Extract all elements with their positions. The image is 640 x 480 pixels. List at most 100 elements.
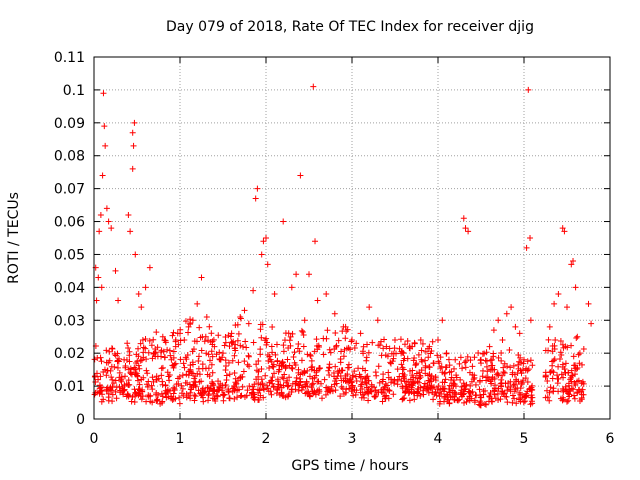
data-point — [240, 343, 247, 350]
data-point — [369, 339, 376, 346]
data-point — [167, 387, 174, 394]
data-point — [409, 372, 416, 379]
data-point — [178, 382, 185, 389]
data-point — [507, 383, 514, 390]
data-point — [128, 371, 135, 378]
y-tick-label: 0.05 — [54, 247, 85, 263]
data-point — [153, 397, 160, 404]
data-point — [159, 393, 166, 400]
data-point — [121, 356, 128, 363]
data-point — [420, 387, 427, 394]
data-point — [494, 370, 501, 377]
data-point — [572, 362, 579, 369]
data-point — [177, 356, 184, 363]
data-point — [556, 356, 563, 363]
data-point — [398, 361, 405, 368]
data-point — [379, 398, 386, 405]
data-point — [529, 362, 536, 369]
data-point — [138, 304, 145, 311]
data-point — [413, 370, 420, 377]
data-point — [461, 359, 468, 366]
data-point — [472, 381, 479, 388]
data-point — [382, 386, 389, 393]
data-point — [103, 347, 110, 354]
data-point — [575, 351, 582, 358]
data-point — [280, 218, 287, 225]
data-point — [562, 383, 569, 390]
data-point — [518, 381, 525, 388]
data-point — [269, 380, 276, 387]
data-point — [291, 349, 298, 356]
data-point — [109, 376, 116, 383]
y-tick-label: 0.02 — [54, 346, 85, 362]
data-point — [435, 337, 441, 344]
data-point — [414, 378, 421, 385]
data-point — [279, 358, 286, 365]
data-point — [100, 90, 107, 97]
data-point — [476, 386, 483, 393]
data-point — [126, 348, 133, 355]
data-point — [338, 348, 345, 355]
data-point — [429, 338, 436, 345]
data-point — [195, 353, 202, 360]
data-point — [159, 398, 166, 405]
data-point — [527, 317, 534, 324]
data-point — [435, 383, 442, 390]
data-point — [309, 363, 316, 370]
data-point — [383, 343, 390, 350]
data-point — [162, 390, 169, 397]
data-point — [491, 388, 498, 395]
data-point — [264, 261, 271, 268]
data-point — [506, 347, 513, 354]
data-point — [406, 397, 413, 404]
data-point — [576, 350, 583, 357]
data-point — [561, 228, 568, 235]
data-point — [513, 400, 520, 407]
data-point — [467, 382, 474, 389]
data-point — [525, 86, 532, 93]
data-point — [194, 300, 201, 307]
data-point — [184, 379, 191, 386]
data-point — [363, 384, 370, 391]
data-point — [327, 349, 334, 356]
data-point — [287, 333, 294, 340]
data-point — [408, 386, 415, 393]
data-point — [321, 376, 328, 383]
data-point — [281, 337, 288, 344]
data-point — [552, 336, 559, 343]
data-point — [481, 401, 488, 408]
data-point — [572, 284, 579, 291]
data-point — [312, 391, 319, 398]
data-point — [211, 395, 218, 402]
data-point — [410, 388, 417, 395]
data-point — [369, 383, 376, 390]
data-point — [546, 397, 553, 404]
data-point — [172, 343, 179, 350]
data-point — [167, 393, 174, 400]
x-tick-label: 5 — [520, 431, 529, 447]
data-point — [385, 369, 392, 376]
data-point — [146, 264, 153, 271]
data-point — [416, 375, 423, 382]
data-point — [457, 376, 464, 383]
data-point — [363, 380, 370, 387]
data-point — [289, 330, 296, 337]
data-point — [269, 324, 276, 331]
data-point — [411, 354, 418, 361]
data-point — [426, 371, 433, 378]
data-point — [542, 369, 549, 376]
data-point — [378, 338, 385, 345]
data-point — [340, 353, 347, 360]
data-point — [400, 350, 407, 357]
data-point — [288, 386, 295, 393]
data-point — [125, 382, 132, 389]
data-point — [342, 335, 349, 342]
data-point — [441, 394, 448, 401]
data-point — [278, 384, 285, 391]
data-point — [361, 394, 368, 401]
data-point — [346, 385, 353, 392]
data-point — [433, 392, 440, 399]
data-point — [215, 332, 222, 339]
data-point — [145, 349, 152, 356]
data-point — [261, 386, 268, 393]
